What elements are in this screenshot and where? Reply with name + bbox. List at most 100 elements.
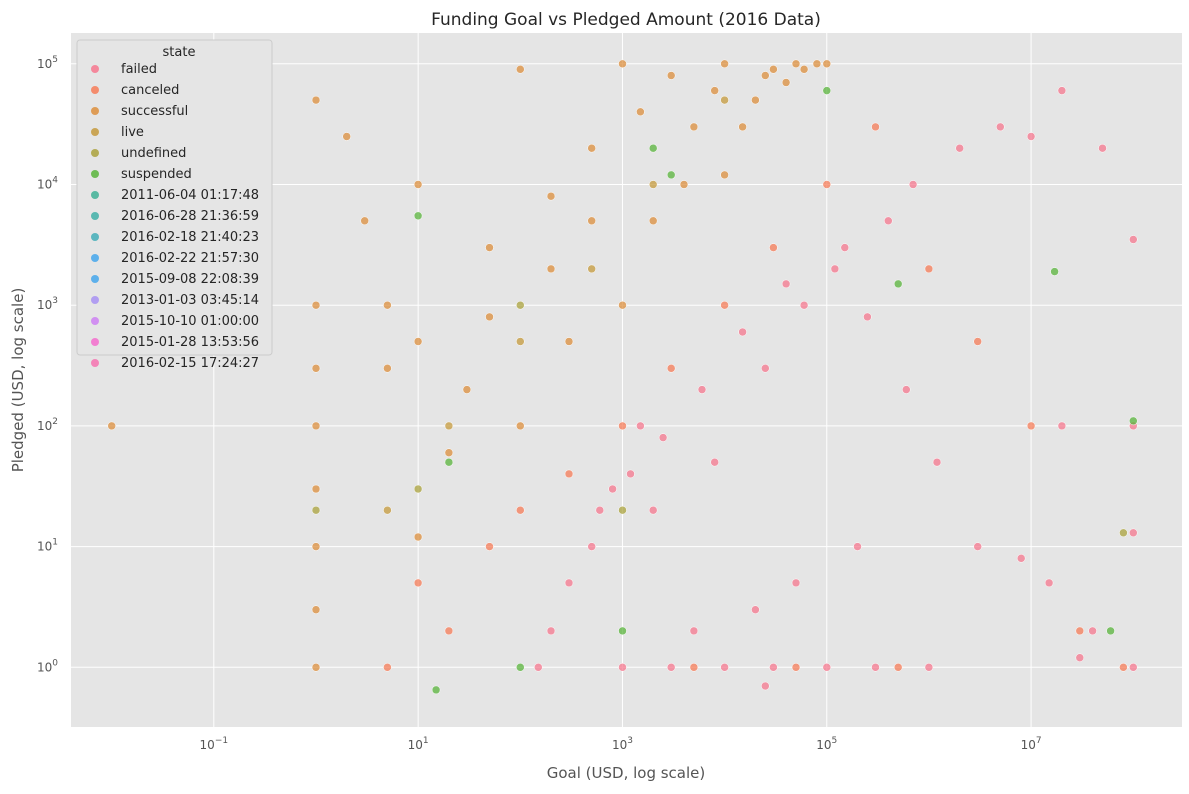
point-suspended [516, 663, 525, 672]
point-canceled [564, 469, 574, 479]
point-canceled [822, 180, 832, 189]
point-canceled [413, 578, 423, 588]
point-successful [311, 95, 321, 105]
point-live [587, 264, 596, 274]
point-undefined [413, 484, 423, 494]
point-failed [853, 542, 862, 551]
x-tick-label: 107 [1021, 736, 1042, 752]
x-tick-label: 103 [612, 736, 633, 752]
legend-marker [91, 191, 99, 199]
point-successful [516, 65, 525, 74]
point-successful [107, 421, 116, 431]
point-failed [1088, 626, 1097, 636]
y-tick-base: 10 [37, 57, 52, 71]
point-failed [908, 180, 918, 189]
point-failed [761, 681, 770, 691]
point-successful [546, 191, 556, 201]
point-canceled [689, 663, 699, 672]
point-successful [761, 71, 770, 80]
point-failed [955, 143, 964, 153]
point-canceled [1075, 626, 1085, 636]
point-successful [311, 300, 321, 310]
point-failed [1016, 554, 1026, 563]
point-live [444, 421, 454, 431]
point-undefined [311, 505, 321, 515]
point-canceled [485, 542, 494, 551]
legend-label: live [121, 125, 144, 140]
point-failed [666, 663, 676, 672]
point-failed [1044, 578, 1054, 588]
point-live [648, 180, 658, 189]
point-successful [311, 542, 321, 551]
point-canceled [924, 264, 934, 274]
point-failed [751, 605, 760, 614]
point-failed [738, 327, 747, 337]
legend-label: undefined [121, 146, 186, 161]
point-failed [710, 457, 719, 467]
legend-marker [91, 275, 99, 283]
y-axis-label: Pledged (USD, log scale) [9, 288, 27, 473]
point-undefined [618, 505, 627, 515]
point-failed [799, 300, 809, 310]
x-tick-base: 10 [816, 738, 831, 752]
x-tick-exponent: −1 [215, 736, 228, 746]
legend-marker [91, 254, 99, 262]
point-undefined [1119, 528, 1128, 538]
x-tick-exponent: 1 [423, 736, 429, 746]
y-tick-exponent: 1 [52, 538, 58, 548]
legend-label: canceled [121, 83, 179, 98]
x-tick-exponent: 5 [832, 736, 838, 746]
point-suspended [1129, 416, 1138, 426]
point-failed [791, 578, 801, 588]
point-failed [932, 457, 942, 467]
legend-marker [91, 296, 99, 304]
point-canceled [618, 421, 627, 431]
y-tick-exponent: 5 [52, 55, 58, 65]
legend-marker [91, 233, 99, 241]
legend-label: failed [121, 62, 157, 77]
point-failed [595, 505, 605, 515]
point-suspended [618, 626, 627, 636]
y-tick-exponent: 4 [52, 176, 58, 186]
point-canceled [769, 243, 778, 252]
point-successful [383, 300, 392, 310]
point-successful [751, 95, 760, 105]
point-failed [1057, 86, 1067, 95]
point-canceled [383, 663, 392, 672]
point-canceled [973, 337, 982, 346]
point-live [383, 505, 392, 515]
point-successful [799, 65, 809, 74]
point-failed [618, 663, 627, 672]
point-failed [781, 279, 791, 289]
point-failed [626, 469, 635, 479]
point-successful [383, 364, 392, 373]
point-successful [516, 421, 525, 431]
x-axis-label: Goal (USD, log scale) [547, 764, 706, 782]
point-successful [342, 132, 351, 141]
point-failed [1098, 143, 1107, 153]
y-tick-base: 10 [37, 298, 52, 312]
point-successful [413, 532, 423, 542]
point-canceled [666, 364, 676, 373]
y-tick-label: 100 [37, 658, 58, 674]
y-tick-exponent: 0 [52, 658, 58, 668]
point-canceled [871, 122, 880, 132]
point-successful [413, 180, 423, 189]
point-canceled [1026, 421, 1036, 431]
y-tick-base: 10 [37, 660, 52, 674]
point-failed [830, 264, 840, 274]
chart-title: Funding Goal vs Pledged Amount (2016 Dat… [431, 10, 821, 30]
y-tick-exponent: 2 [52, 417, 58, 427]
x-tick-exponent: 7 [1036, 736, 1042, 746]
point-successful [710, 86, 719, 95]
point-successful [679, 180, 689, 189]
point-failed [996, 122, 1005, 132]
y-tick-base: 10 [37, 178, 52, 192]
x-tick-label: 105 [816, 736, 837, 752]
point-suspended [822, 86, 832, 95]
point-failed [1057, 421, 1067, 431]
point-successful [311, 484, 321, 494]
point-failed [902, 385, 911, 394]
